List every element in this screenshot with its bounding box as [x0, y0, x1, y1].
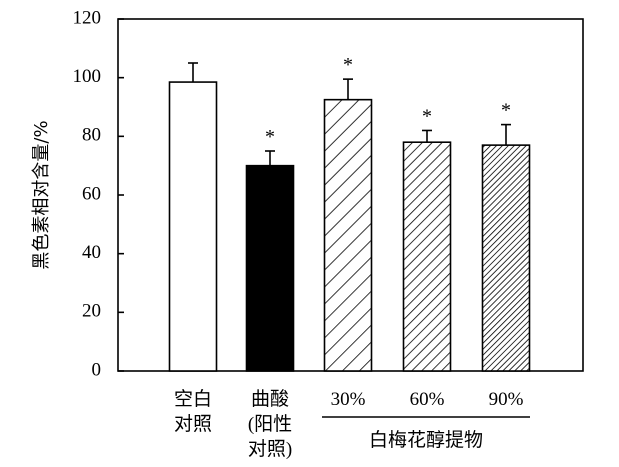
category-label: 60% [410, 389, 445, 410]
bar-item: * [245, 126, 295, 372]
bar [323, 98, 373, 372]
bar-item [168, 62, 218, 372]
category-label: 对照 [174, 413, 212, 435]
y-tick-label: 100 [73, 66, 102, 87]
y-tick-label: 0 [92, 359, 102, 380]
category-label: (阳性 [248, 413, 292, 435]
bars-group: * * * * [168, 54, 531, 372]
bar-item: * [323, 54, 373, 372]
y-axis-label: 黑色素相对含量/% [31, 120, 52, 269]
category-label: 对照) [248, 438, 292, 460]
bar [245, 164, 295, 372]
bar [168, 81, 218, 372]
bar [402, 141, 452, 372]
y-tick-label: 40 [82, 242, 101, 263]
y-tick-label: 120 [73, 7, 102, 28]
group-label: 白梅花醇提物 [369, 429, 483, 451]
y-tick-label: 20 [82, 301, 101, 322]
significance-marker: * [343, 54, 353, 76]
category-label: 90% [489, 389, 524, 410]
bar [481, 144, 531, 372]
significance-marker: * [422, 105, 432, 127]
y-axis-ticks: 0 20 40 60 80 100 120 [73, 7, 124, 380]
significance-marker: * [265, 126, 275, 148]
significance-marker: * [501, 100, 511, 122]
category-label: 空白 [174, 388, 212, 410]
category-label: 30% [331, 389, 366, 410]
bar-item: * [481, 100, 531, 372]
bar-item: * [402, 105, 452, 372]
y-tick-label: 60 [82, 183, 101, 204]
category-label: 曲酸 [251, 388, 289, 410]
y-tick-label: 80 [82, 125, 101, 146]
